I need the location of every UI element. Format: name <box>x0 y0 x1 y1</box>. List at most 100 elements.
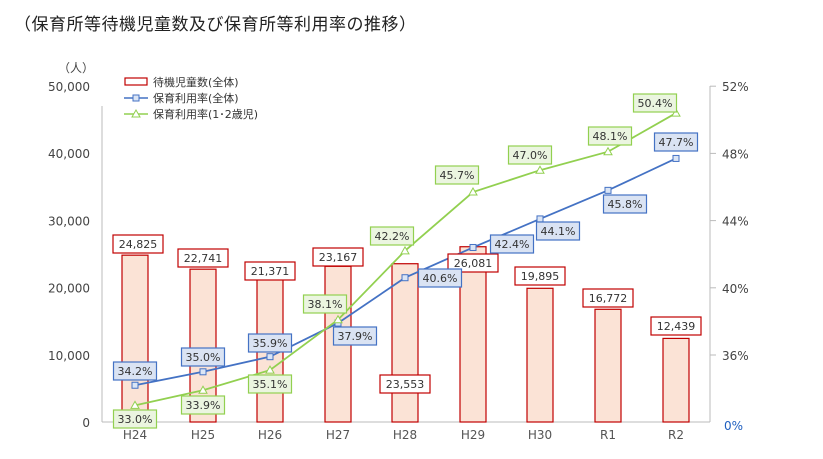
bar-H28 <box>391 263 419 423</box>
age12-rate-label-box <box>632 93 678 113</box>
bar-data-label-box <box>650 316 702 336</box>
overall-rate-label-box <box>180 347 226 367</box>
legend-label: 保育利用率(1･2歳児) <box>153 107 258 121</box>
age12-rate-label: 50.4% <box>638 97 673 110</box>
bar-data-label: 21,371 <box>251 265 290 278</box>
marker-triangle <box>130 400 140 409</box>
overall-rate-label-box <box>535 221 581 241</box>
marker-square <box>266 353 274 361</box>
bar-data-label-box <box>244 261 296 281</box>
legend-triangle-icon <box>131 108 141 118</box>
right-tick-label: 48% <box>722 147 749 161</box>
marker-triangle <box>535 165 545 174</box>
right-tick-label: 44% <box>722 215 749 229</box>
overall-rate-label: 45.8% <box>608 198 643 211</box>
bar-data-label-box <box>447 253 499 273</box>
legend-label: 待機児童数(全体) <box>153 75 239 89</box>
right-tick-label: 36% <box>722 349 749 363</box>
overall-rate-label: 42.4% <box>495 238 530 251</box>
bar-data-label-box <box>582 288 634 308</box>
x-tick-label: R2 <box>668 428 684 442</box>
bar-data-label: 16,772 <box>589 292 628 305</box>
marker-triangle <box>265 365 275 374</box>
marker-square <box>672 154 680 162</box>
age12-rate-label-box <box>112 409 158 429</box>
age12-rate-label-box <box>434 165 480 185</box>
age12-rate-label-box <box>180 395 226 415</box>
age12-rate-label: 48.1% <box>593 130 628 143</box>
overall-rate-label: 37.9% <box>338 330 373 343</box>
bar-data-label: 23,553 <box>386 378 425 391</box>
overall-rate-label-box <box>489 234 535 254</box>
chart-title: （保育所等待機児童数及び保育所等利用率の推移） <box>14 15 417 35</box>
bar-data-label: 19,895 <box>521 270 560 283</box>
age12-rate-label-box <box>507 145 553 165</box>
marker-triangle <box>198 385 208 394</box>
bar-H30 <box>526 287 554 423</box>
x-tick-label: H28 <box>393 428 417 442</box>
marker-square <box>401 274 409 282</box>
age12-rate-label: 35.1% <box>253 378 288 391</box>
overall-rate-label: 44.1% <box>541 225 576 238</box>
overall-rate-label-box <box>653 132 699 152</box>
left-tick-label: 40,000 <box>48 147 90 161</box>
bar-data-label-box <box>379 374 431 394</box>
marker-triangle <box>468 187 478 196</box>
age12-rate-label: 47.0% <box>513 149 548 162</box>
bar-data-label: 26,081 <box>454 257 493 270</box>
age12-rate-label-box <box>369 226 415 246</box>
bar-R1 <box>594 308 622 423</box>
overall-rate-label-box <box>332 326 378 346</box>
age12-rate-label-box <box>302 294 348 314</box>
age12-rate-label: 38.1% <box>308 298 343 311</box>
right-tick-label: 52% <box>722 80 749 94</box>
overall-rate-label-box <box>417 268 463 288</box>
bar-data-label: 22,741 <box>184 252 223 265</box>
bar-data-label: 12,439 <box>657 320 696 333</box>
legend-label: 保育利用率(全体) <box>153 91 239 105</box>
left-tick-label: 20,000 <box>48 282 90 296</box>
overall-rate-label-box <box>112 361 158 381</box>
bar-H29 <box>459 246 487 423</box>
left-tick-label: 0 <box>82 416 90 430</box>
marker-square <box>536 215 544 223</box>
bar-H24 <box>121 254 149 423</box>
bar-data-label-box <box>177 248 229 268</box>
bar-data-label-box <box>312 247 364 267</box>
age12-rate-label: 33.0% <box>118 413 153 426</box>
overall-rate-label: 40.6% <box>423 272 458 285</box>
bar-R2 <box>662 337 690 423</box>
left-axis-unit: （人） <box>58 61 94 75</box>
marker-triangle <box>400 245 410 255</box>
bar-data-label: 24,825 <box>119 238 158 251</box>
x-tick-label: H26 <box>258 428 282 442</box>
age12-rate-label-box <box>247 374 293 394</box>
marker-square <box>199 368 207 376</box>
marker-square <box>604 186 612 194</box>
x-tick-label: H30 <box>528 428 552 442</box>
left-tick-label: 50,000 <box>48 80 90 94</box>
x-tick-label: H27 <box>326 428 350 442</box>
age12-rate-label: 45.7% <box>440 169 475 182</box>
x-tick-label: H24 <box>123 428 147 442</box>
bar-data-label-box <box>112 234 164 254</box>
left-tick-label: 10,000 <box>48 349 90 363</box>
age12-rate-label: 42.2% <box>375 230 410 243</box>
x-tick-label: H29 <box>461 428 485 442</box>
overall-rate-label: 47.7% <box>659 136 694 149</box>
overall-rate-label-box <box>247 333 293 353</box>
x-tick-label: H25 <box>191 428 215 442</box>
right-tick-label: 0% <box>724 419 743 433</box>
marker-triangle <box>603 146 613 156</box>
right-tick-label: 40% <box>722 282 749 296</box>
overall-rate-label-box <box>602 194 648 214</box>
age12-rate-label: 33.9% <box>186 399 221 412</box>
overall-rate-label: 35.0% <box>186 351 221 364</box>
overall-rate-label: 34.2% <box>118 365 153 378</box>
left-tick-label: 30,000 <box>48 214 90 228</box>
legend-bar-swatch <box>124 77 148 86</box>
marker-square <box>131 381 139 389</box>
overall-rate-label: 35.9% <box>253 337 288 350</box>
bar-data-label-box <box>514 266 566 286</box>
